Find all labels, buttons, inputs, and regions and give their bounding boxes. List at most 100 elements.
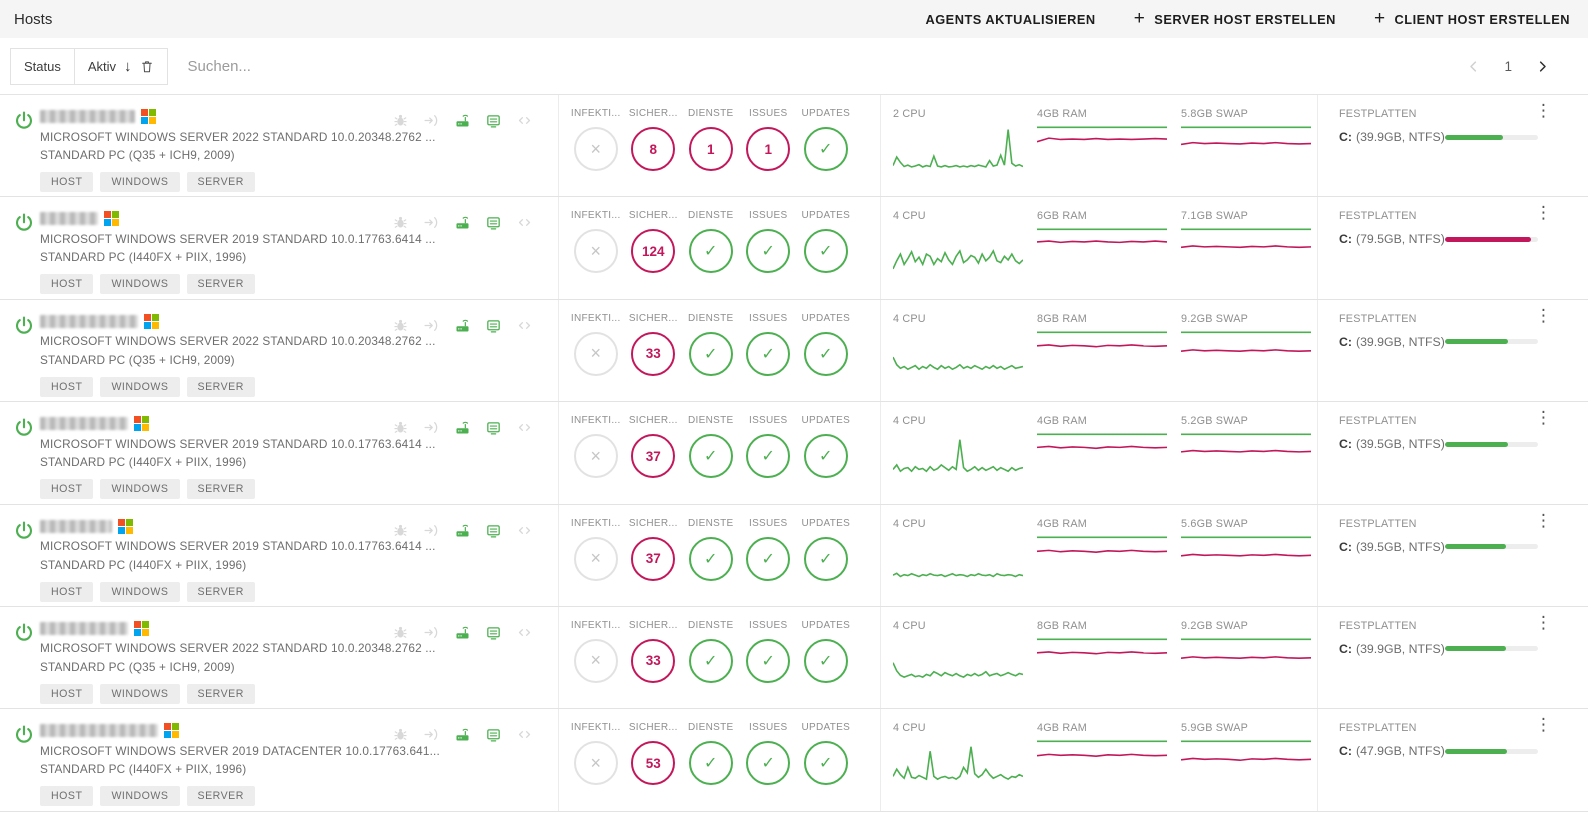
bug-icon[interactable]	[392, 214, 409, 231]
host-name-redacted[interactable]	[40, 621, 128, 635]
status-circle[interactable]: 33	[631, 331, 676, 376]
router-icon[interactable]	[454, 624, 471, 641]
status-circle[interactable]: 8	[631, 127, 676, 171]
code-icon[interactable]	[516, 112, 533, 129]
status-circle[interactable]: ✓	[688, 741, 733, 786]
row-menu-icon[interactable]: ⋮	[1535, 305, 1552, 325]
row-menu-icon[interactable]: ⋮	[1535, 203, 1552, 223]
next-page-icon[interactable]	[1535, 59, 1550, 74]
status-filter-button[interactable]: Status	[10, 47, 75, 85]
router-icon[interactable]	[454, 726, 471, 743]
router-icon[interactable]	[454, 419, 471, 436]
search-input[interactable]	[187, 57, 1467, 75]
status-circles: INFEKTI... × SICHER... 37 DIENSTE ✓ ISSUES ✓ UPD…	[567, 415, 880, 479]
status-circle[interactable]: ✓	[803, 127, 848, 171]
connect-icon[interactable]	[423, 112, 440, 129]
router-icon[interactable]	[454, 214, 471, 231]
create-server-host-button[interactable]: + SERVER HOST ERSTELLEN	[1134, 9, 1336, 28]
host-name-redacted[interactable]	[40, 724, 158, 738]
status-circle[interactable]: ✓	[803, 434, 848, 479]
host-name-redacted[interactable]	[40, 212, 98, 226]
console-icon[interactable]	[485, 726, 502, 743]
code-icon[interactable]	[516, 317, 533, 334]
status-circle[interactable]: ×	[573, 536, 618, 581]
bug-icon[interactable]	[392, 419, 409, 436]
router-icon[interactable]	[454, 522, 471, 539]
host-row: MICROSOFT WINDOWS SERVER 2022 STANDARD 1…	[0, 95, 1588, 198]
status-circle[interactable]: ✓	[803, 229, 848, 274]
status-circle[interactable]: 53	[631, 741, 676, 786]
router-icon[interactable]	[454, 112, 471, 129]
router-icon[interactable]	[454, 317, 471, 334]
status-circle[interactable]: 33	[631, 638, 676, 683]
status-circle[interactable]: ✓	[803, 331, 848, 376]
code-icon[interactable]	[516, 419, 533, 436]
status-circle[interactable]: ✓	[746, 536, 791, 581]
status-circle[interactable]: ×	[573, 741, 618, 786]
power-icon	[13, 110, 35, 132]
prev-page-icon[interactable]	[1466, 59, 1481, 74]
host-name-redacted[interactable]	[40, 417, 128, 431]
row-menu-icon[interactable]: ⋮	[1535, 510, 1552, 530]
connect-icon[interactable]	[423, 522, 440, 539]
status-circle[interactable]: ×	[573, 434, 618, 479]
console-icon[interactable]	[485, 419, 502, 436]
status-circle[interactable]: ✓	[746, 331, 791, 376]
row-menu-icon[interactable]: ⋮	[1535, 612, 1552, 632]
row-menu-icon[interactable]: ⋮	[1535, 408, 1552, 428]
connect-icon[interactable]	[423, 214, 440, 231]
active-filter-chip[interactable]: Aktiv ↓	[73, 47, 168, 85]
status-circle[interactable]: ×	[573, 638, 618, 683]
console-icon[interactable]	[485, 624, 502, 641]
status-circle[interactable]: ✓	[803, 741, 848, 786]
code-icon[interactable]	[516, 726, 533, 743]
console-icon[interactable]	[485, 522, 502, 539]
bug-icon[interactable]	[392, 112, 409, 129]
status-circle[interactable]: ✓	[688, 434, 733, 479]
agents-update-button[interactable]: AGENTS AKTUALISIEREN	[916, 12, 1095, 27]
host-name-redacted[interactable]	[40, 519, 112, 533]
bug-icon[interactable]	[392, 726, 409, 743]
status-circle[interactable]: ✓	[803, 638, 848, 683]
host-name-redacted[interactable]	[40, 110, 135, 123]
remove-filter-icon[interactable]	[140, 59, 154, 74]
status-circle[interactable]: ×	[573, 229, 618, 274]
bug-icon[interactable]	[392, 317, 409, 334]
console-icon[interactable]	[485, 112, 502, 129]
row-menu-icon[interactable]: ⋮	[1535, 101, 1552, 120]
status-circle[interactable]: ✓	[688, 536, 733, 581]
host-os: MICROSOFT WINDOWS SERVER 2019 STANDARD 1…	[40, 231, 436, 246]
ram-chart: 8GB RAM	[1037, 313, 1167, 401]
swap-label: 5.2GB SWAP	[1181, 415, 1249, 428]
status-circle[interactable]: ✓	[688, 638, 733, 683]
status-circle[interactable]: ✓	[746, 741, 791, 786]
console-icon[interactable]	[485, 214, 502, 231]
status-circle[interactable]: ✓	[746, 638, 791, 683]
status-circle[interactable]: ✓	[746, 434, 791, 479]
bug-icon[interactable]	[392, 522, 409, 539]
status-circle[interactable]: ✓	[746, 229, 791, 274]
console-icon[interactable]	[485, 317, 502, 334]
connect-icon[interactable]	[423, 726, 440, 743]
status-circle[interactable]: ✓	[688, 229, 733, 274]
create-client-host-button[interactable]: + CLIENT HOST ERSTELLEN	[1374, 9, 1570, 28]
status-circle[interactable]: 1	[746, 127, 791, 171]
status-circle[interactable]: ×	[573, 127, 618, 171]
code-icon[interactable]	[516, 522, 533, 539]
row-menu-icon[interactable]: ⋮	[1535, 715, 1552, 735]
status-circle[interactable]: 1	[688, 127, 733, 171]
status-circle[interactable]: ×	[573, 331, 618, 376]
code-icon[interactable]	[516, 624, 533, 641]
host-name-redacted[interactable]	[40, 314, 138, 328]
status-circle[interactable]: 124	[631, 229, 676, 274]
status-circle[interactable]: 37	[631, 536, 676, 581]
status-circle[interactable]: ✓	[688, 331, 733, 376]
code-icon[interactable]	[516, 214, 533, 231]
status-circle[interactable]: ✓	[803, 536, 848, 581]
disk-cell: FESTPLATTEN C: (39.9GB, NTFS) ⋮	[1317, 299, 1588, 402]
status-circle[interactable]: 37	[631, 434, 676, 479]
bug-icon[interactable]	[392, 624, 409, 641]
connect-icon[interactable]	[423, 419, 440, 436]
connect-icon[interactable]	[423, 624, 440, 641]
connect-icon[interactable]	[423, 317, 440, 334]
